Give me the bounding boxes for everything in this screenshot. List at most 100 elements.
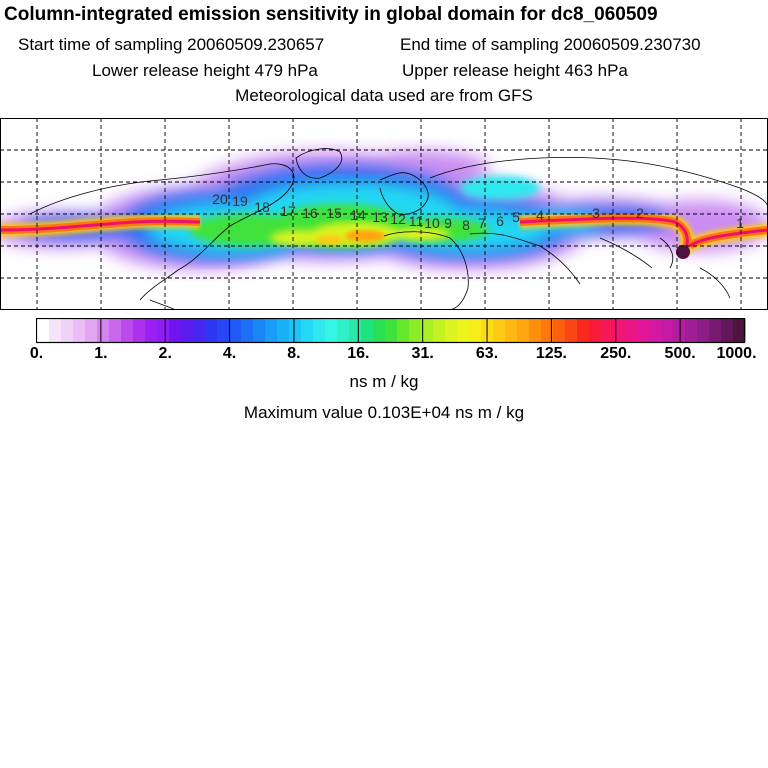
trajectory-day-label: 17 — [280, 203, 296, 219]
colorbar-cell — [385, 319, 398, 342]
trajectory-day-label: 1 — [736, 215, 744, 231]
release-point — [676, 245, 690, 259]
colorbar-cell — [517, 319, 530, 342]
colorbar-cell — [553, 319, 566, 342]
colorbar-cell — [109, 319, 122, 342]
colorbar-cell — [145, 319, 158, 342]
colorbar-cell — [457, 319, 470, 342]
meteorological-data-label: Meteorological data used are from GFS — [235, 86, 533, 105]
colorbar-tick-label: 63. — [475, 345, 499, 362]
colorbar-tick-label: 1000. — [716, 345, 757, 362]
colorbar-cell — [373, 319, 386, 342]
colorbar-cell — [613, 319, 626, 342]
greenland-outline — [295, 148, 343, 179]
colorbar-cell — [529, 319, 542, 342]
trajectory-day-label: 5 — [512, 209, 520, 225]
trajectory-day-label: 20 — [212, 191, 228, 207]
start-time-label: Start time of sampling 20060509.230657 — [18, 35, 325, 54]
trajectory-day-label: 18 — [254, 199, 270, 215]
trajectory-day-label: 2 — [636, 205, 644, 221]
colorbar-cell — [349, 319, 362, 342]
colorbar-cell — [445, 319, 458, 342]
colorbar-cell — [73, 319, 86, 342]
colorbar-cell — [673, 319, 686, 342]
colorbar-cell — [733, 319, 746, 342]
colorbar-cells — [37, 319, 746, 342]
lat-lon-grid — [0, 118, 768, 310]
trajectory-day-label: 3 — [592, 205, 600, 221]
colorbar-tick-label: 500. — [664, 345, 696, 362]
colorbar-cell — [397, 319, 410, 342]
colorbar-tick-label: 8. — [287, 345, 301, 362]
colorbar-cell — [541, 319, 554, 342]
colorbar-cell — [265, 319, 278, 342]
colorbar-cell — [49, 319, 62, 342]
asia-north-outline — [429, 157, 768, 209]
colorbar-cell — [565, 319, 578, 342]
africa-outline — [383, 231, 469, 310]
colorbar — [36, 318, 746, 344]
colorbar-cell — [361, 319, 374, 342]
trajectory-day-label: 13 — [372, 209, 388, 225]
colorbar-cell — [709, 319, 722, 342]
colorbar-tick-label: 4. — [222, 345, 237, 362]
colorbar-cell — [301, 319, 314, 342]
colorbar-frame — [36, 318, 746, 344]
colorbar-cell — [37, 319, 50, 342]
plume-orange-core — [316, 230, 385, 245]
emission-sensitivity-map: 20 19 18 17 16 15 14 13 12 11 10 9 8 7 6 5 4 3 2 1 — [0, 118, 768, 310]
trajectory-day-label: 16 — [302, 205, 318, 221]
colorbar-cell — [409, 319, 422, 342]
trajectory-day-label: 14 — [350, 207, 366, 223]
trajectory-magenta — [0, 216, 768, 254]
colorbar-cell — [649, 319, 662, 342]
trajectory-day-label: 19 — [232, 193, 248, 209]
colorbar-cell — [433, 319, 446, 342]
colorbar-cell — [337, 319, 350, 342]
colorbar-cell — [637, 319, 650, 342]
colorbar-cell — [193, 319, 206, 342]
colorbar-cell — [721, 319, 734, 342]
colorbar-cell — [589, 319, 602, 342]
lower-release-height-label: Lower release height 479 hPa — [92, 61, 318, 80]
end-time-label: End time of sampling 20060509.230730 — [400, 35, 701, 54]
colorbar-cell — [469, 319, 482, 342]
colorbar-tick-label: 0. — [29, 345, 44, 362]
maritime-asia-outline — [699, 267, 731, 299]
colorbar-cell — [313, 319, 326, 342]
colorbar-cell — [133, 319, 146, 342]
colorbar-tick-label: 16. — [347, 345, 370, 362]
colorbar-cell — [85, 319, 98, 342]
trajectory-day-label: 11 — [409, 213, 424, 229]
trajectory-day-label: 9 — [444, 215, 452, 231]
colorbar-tick-label: 125. — [535, 345, 567, 362]
colorbar-cell — [121, 319, 134, 342]
trajectory-day-label: 7 — [478, 215, 486, 231]
colorbar-cell — [421, 319, 434, 342]
colorbar-tick-label: 31. — [411, 345, 434, 362]
trajectory-day-label: 4 — [536, 207, 544, 223]
colorbar-cell — [661, 319, 674, 342]
colorbar-cell — [601, 319, 614, 342]
colorbar-cell — [229, 319, 242, 342]
colorbar-tick-marks — [100, 319, 681, 342]
colorbar-cell — [217, 319, 230, 342]
trajectory-day-labels: 20 19 18 17 16 15 14 13 12 11 10 9 8 7 6 5 4 3 2 1 — [212, 191, 744, 233]
colorbar-cell — [241, 319, 254, 342]
colorbar-cell — [277, 319, 290, 342]
colorbar-cell — [157, 319, 170, 342]
trajectory-band — [0, 211, 768, 259]
trajectory-day-label: 8 — [462, 217, 470, 233]
colorbar-cell — [685, 319, 698, 342]
trajectory-day-label: 12 — [390, 211, 406, 227]
maximum-value-label: Maximum value 0.103E+04 ns m / kg — [243, 403, 525, 422]
colorbar-cell — [181, 319, 194, 342]
upper-release-height-label: Upper release height 463 hPa — [402, 61, 628, 80]
europe-outline — [379, 172, 429, 215]
trajectory-day-label: 6 — [496, 213, 504, 229]
colorbar-cell — [493, 319, 506, 342]
colorbar-cell — [625, 319, 638, 342]
colorbar-cell — [253, 319, 266, 342]
colorbar-tick-label: 2. — [158, 345, 172, 362]
colorbar-cell — [505, 319, 518, 342]
